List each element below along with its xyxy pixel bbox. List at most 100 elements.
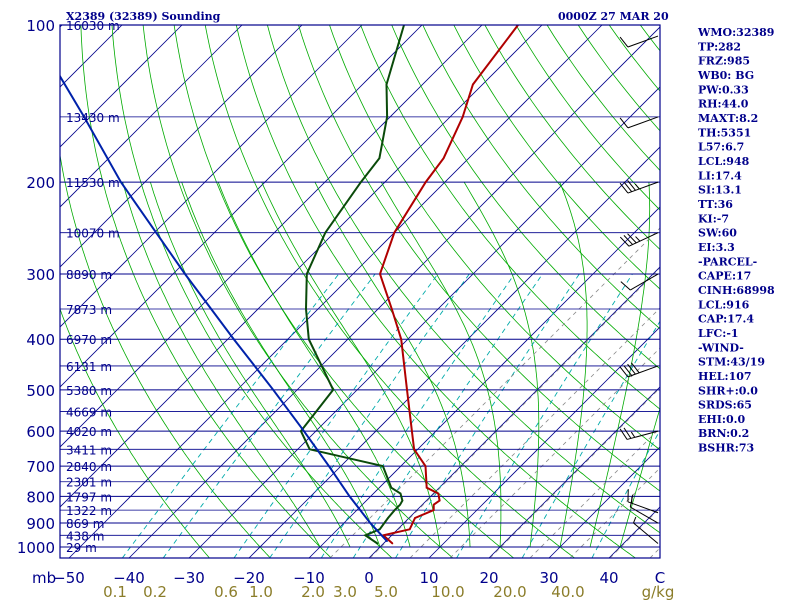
barb-flag: [623, 365, 633, 376]
profile-point: [305, 308, 307, 310]
temperature-tick: −30: [173, 569, 205, 587]
profile-point: [399, 492, 402, 495]
index-entry: TT:36: [698, 198, 733, 211]
wind-barb: [627, 489, 659, 514]
reference-line: [449, 347, 660, 558]
isotherm: [60, 25, 63, 28]
plot-frame: [59, 24, 661, 559]
mixing-ratio-tick: 0.2: [143, 583, 167, 600]
profile-point: [376, 542, 379, 545]
profile-point: [385, 83, 388, 86]
dry-adiabat: [267, 25, 660, 534]
dry-adiabat: [204, 25, 575, 558]
barb-half: [633, 516, 637, 524]
pressure-label: 200: [26, 174, 55, 192]
barb-flag: [623, 181, 633, 193]
profile-line: [299, 25, 405, 545]
temperature-tick: −40: [113, 569, 145, 587]
profile-point: [379, 273, 381, 275]
moist-adiabat: [261, 181, 441, 547]
isotherm: [548, 446, 660, 558]
profile-point: [391, 542, 394, 545]
temperature-tick: 10: [419, 569, 438, 587]
mixing-ratio-tick: 0.1: [103, 583, 127, 600]
height-label: 869 m: [66, 517, 104, 531]
height-label: 2301 m: [66, 476, 112, 490]
reference-line: [409, 307, 660, 558]
profile-point: [364, 534, 367, 537]
profile-point: [307, 338, 310, 341]
profile-point: [232, 338, 235, 341]
profile-line: [378, 25, 519, 545]
isotherm: [60, 25, 243, 208]
barb-flag: [627, 180, 636, 191]
profile-point: [406, 389, 408, 391]
pressure-label: 1000: [17, 539, 55, 557]
barb-flag: [620, 281, 631, 291]
wind-barb: [619, 180, 659, 194]
barb-half: [635, 236, 641, 242]
index-entry: STM:43/19: [698, 356, 765, 369]
profile-point: [324, 231, 327, 234]
profile-point: [382, 465, 384, 467]
pressure-label: 500: [26, 382, 55, 400]
barb-flag: [619, 428, 628, 440]
barb-flag: [627, 233, 637, 244]
isotherm: [60, 25, 483, 448]
dry-adiabat: [329, 25, 660, 451]
isotherm: [60, 25, 303, 268]
index-entry: LFC:-1: [698, 327, 739, 340]
profile-point: [332, 389, 334, 391]
barb-flag: [623, 427, 632, 439]
mixing-ratio-tick: 1.0: [249, 583, 273, 600]
dry-adiabat: [360, 25, 660, 410]
profile-point: [303, 430, 305, 432]
mixing-ratio-line: [456, 273, 633, 558]
profile-point: [390, 486, 393, 489]
index-entry: SHR+:0.0: [698, 384, 758, 397]
profile-point: [369, 522, 372, 524]
index-entry: PW:0.33: [698, 83, 749, 96]
profile-point: [300, 430, 302, 432]
profile-point: [360, 181, 362, 183]
isotherm: [128, 26, 660, 558]
profile-point: [401, 499, 404, 502]
barb-flag: [619, 236, 630, 247]
wind-barb: [619, 232, 659, 247]
profile-point: [391, 308, 393, 310]
barb-staff: [627, 501, 659, 514]
reference-line: [770, 158, 800, 558]
height-label: 13430 m: [66, 111, 120, 125]
index-entry: LI:17.4: [698, 169, 742, 182]
height-label: 7873 m: [66, 303, 112, 317]
profile-point: [328, 465, 330, 467]
index-entry: HEL:107: [698, 370, 752, 383]
isotherm: [60, 25, 423, 388]
height-label: 8890 m: [66, 268, 112, 282]
profile-point: [438, 499, 441, 502]
temperature-tick: −10: [293, 569, 325, 587]
moist-adiabat: [122, 181, 321, 548]
profile-point: [411, 430, 413, 432]
isotherm: [188, 86, 660, 558]
dry-adiabat: [60, 307, 210, 558]
index-entry: CAPE:17: [698, 270, 751, 283]
pressure-label: 300: [26, 266, 55, 284]
profile-point: [393, 509, 396, 511]
temperature-tick: −20: [233, 569, 265, 587]
mixing-ratio-line: [233, 273, 439, 558]
profile-point: [378, 157, 381, 160]
wind-barb: [620, 273, 659, 291]
barb-staff: [626, 430, 659, 440]
wind-barb: [619, 362, 659, 378]
mixing-ratio-tick: 2.0: [301, 583, 325, 600]
dry-adiabat: [298, 25, 660, 492]
profile-point: [472, 83, 474, 86]
barb-flag: [619, 36, 629, 48]
profile-point: [272, 389, 274, 391]
index-entry: SRDS:65: [698, 399, 752, 412]
temperature-tick: 20: [479, 569, 498, 587]
dry-adiabat: [235, 25, 636, 558]
mixing-ratio-line: [320, 273, 515, 558]
